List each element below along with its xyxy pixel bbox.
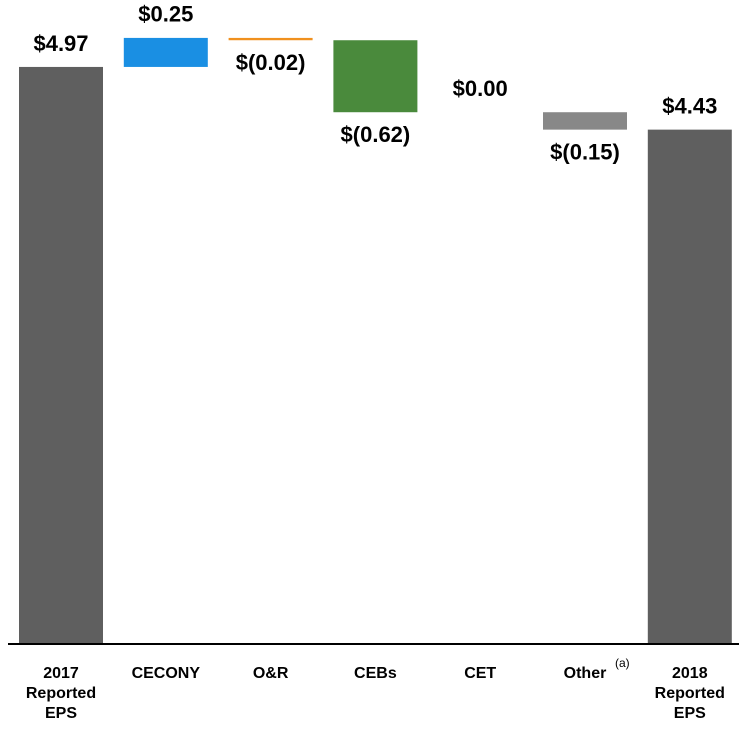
value-label: $0.25 [138, 2, 193, 27]
bar [123, 37, 208, 67]
value-label: $(0.62) [341, 122, 411, 147]
bar [647, 129, 732, 645]
bar [543, 112, 627, 130]
x-tick-label: 2018 Reported EPS [654, 665, 725, 722]
value-label: $(0.15) [550, 139, 620, 164]
bar [19, 66, 103, 645]
x-tick-label: CET [464, 665, 497, 682]
value-label: $4.43 [662, 93, 717, 118]
bar [228, 37, 313, 41]
x-tick-label: O&R [252, 665, 289, 682]
value-label: $(0.02) [236, 50, 306, 75]
x-tick-label: 2017 Reported EPS [25, 665, 97, 722]
value-label: $4.97 [33, 31, 88, 56]
category-note: (a) [615, 656, 630, 670]
x-tick-label: CEBs [354, 665, 397, 682]
value-label: $0.00 [453, 76, 508, 101]
bar [333, 40, 418, 113]
x-tick-label: Other [563, 665, 607, 682]
x-tick-label: CECONY [131, 665, 201, 682]
